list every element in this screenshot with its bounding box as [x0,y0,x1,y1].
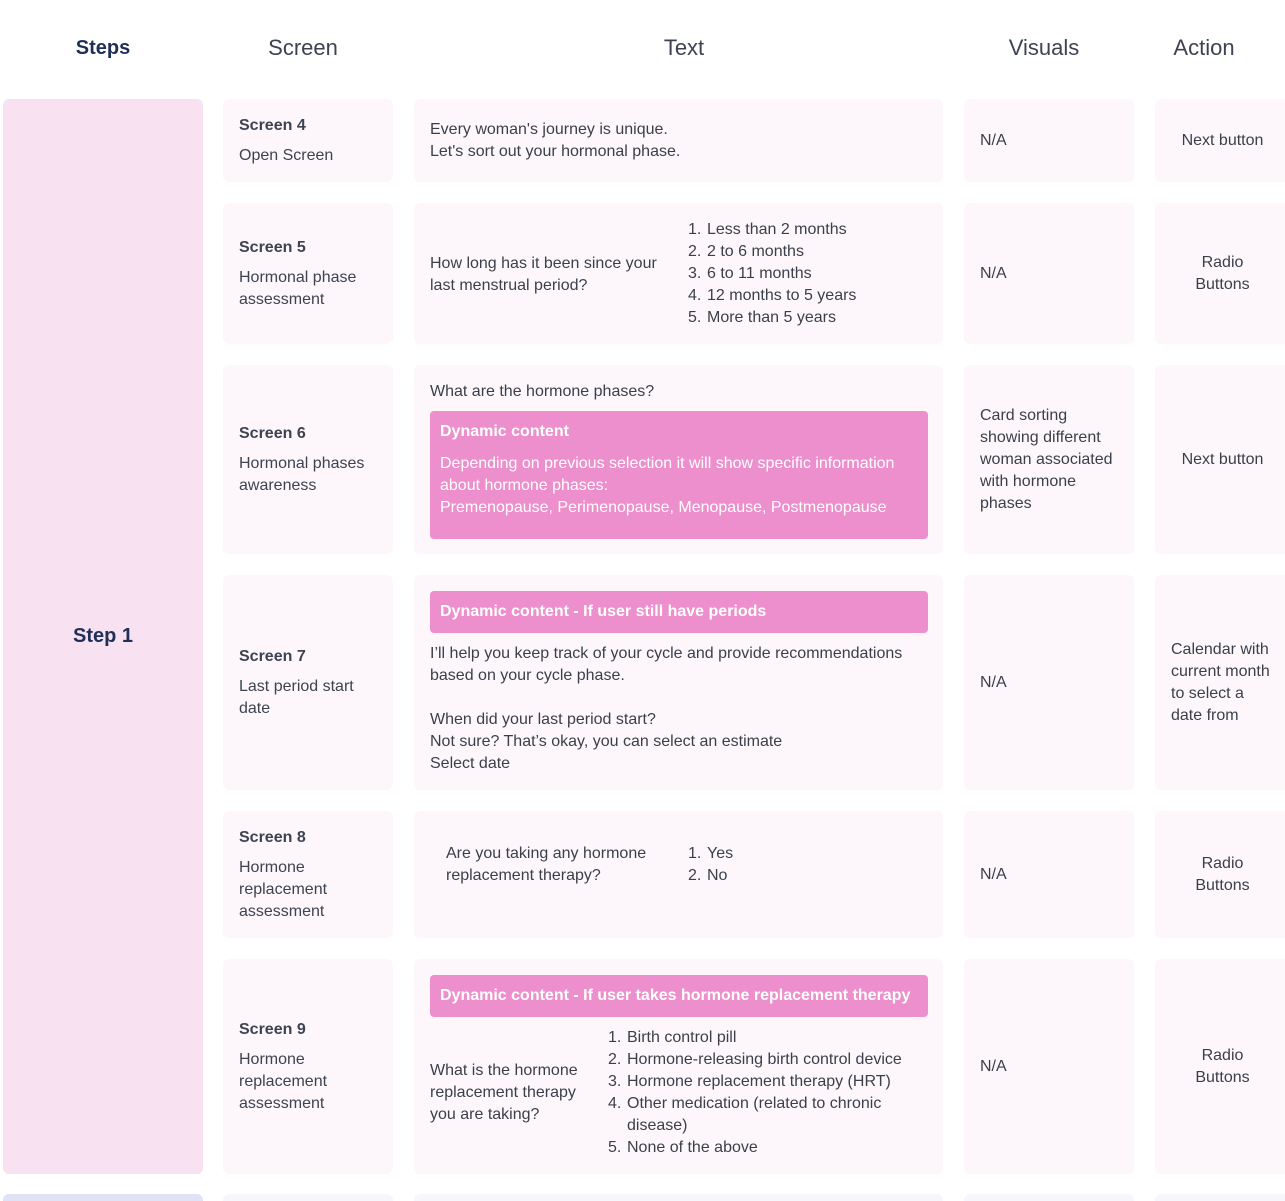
row-3-screen-cell: Screen 6 Hormonal phases awareness [223,365,393,554]
row-3-action-cell: Next button [1155,365,1285,554]
row-3-visuals-cell: Card sorting showing different woman ass… [964,365,1134,554]
step-1-cell: Step 1 [3,99,203,1174]
row-1-action-cell: Next button [1155,99,1285,182]
dynamic-content-box: Dynamic content - If user takes hormone … [430,975,928,1017]
screen-title: Screen 5 [239,238,306,256]
screen-name: Last period start date [239,677,354,717]
text-paragraph: I’ll help you keep track of your cycle a… [430,645,903,684]
dynamic-content-box: Dynamic content Depending on previous se… [430,411,928,539]
question-text: What are the hormone phases? [430,383,655,400]
dynamic-content-box: Dynamic content - If user still have per… [430,591,928,633]
text-line: Not sure? That’s okay, you can select an… [430,733,783,750]
visuals-text: N/A [980,673,1007,691]
option-item: Yes [688,843,734,865]
action-text: Radio Buttons [1195,854,1250,894]
screen-name: Hormone replacement assessment [239,1050,328,1112]
visuals-text: Card sorting showing different woman ass… [980,406,1113,512]
screen-name: Hormonal phase assessment [239,268,357,308]
screen-name: Open Screen [239,146,334,164]
screen-title: Screen 9 [239,1020,306,1038]
question-text: How long has it been since your last men… [430,255,657,294]
row-2-visuals-cell: N/A [964,203,1134,344]
screen-name: Hormone replacement assessment [239,858,328,920]
row-3-text-cell: What are the hormone phases? Dynamic con… [414,365,943,554]
header-steps: Steps [75,37,131,59]
option-item: 12 months to 5 years [688,285,857,307]
row-6-screen-cell: Screen 9 Hormone replacement assessment [223,959,393,1174]
row-2-action-cell: Radio Buttons [1155,203,1285,344]
option-item: Birth control pill [608,1027,737,1049]
row-7-text-cell [414,1194,943,1201]
row-4-text-cell: Dynamic content - If user still have per… [414,575,943,790]
row-2-text-cell: How long has it been since your last men… [414,203,943,344]
row-7-screen-cell [223,1194,393,1201]
dynamic-content-title: Dynamic content - If user takes hormone … [440,987,911,1004]
row-6-action-cell: Radio Buttons [1155,959,1285,1174]
option-item: No [688,865,728,887]
row-7-action-cell [1155,1194,1285,1201]
dynamic-content-title: Dynamic content - If user still have per… [440,603,767,620]
question-text: What is the hormone replacement therapy … [430,1062,578,1123]
row-5-action-cell: Radio Buttons [1155,811,1285,938]
action-text: Radio Buttons [1195,253,1250,293]
screen-title: Screen 6 [239,424,306,442]
action-text: Radio Buttons [1195,1046,1250,1086]
row-6-text-cell: Dynamic content - If user takes hormone … [414,959,943,1174]
text-line: Let's sort out your hormonal phase. [430,143,681,160]
visuals-text: N/A [980,865,1007,883]
header-action: Action [1173,35,1235,60]
option-item: 2 to 6 months [688,241,804,263]
question-text: Are you taking any hormone replacement t… [446,845,647,884]
visuals-text: N/A [980,131,1007,149]
option-item: Hormone-releasing birth control device [608,1049,902,1071]
row-5-visuals-cell: N/A [964,811,1134,938]
row-5-screen-cell: Screen 8 Hormone replacement assessment [223,811,393,938]
options-list: Less than 2 months 2 to 6 months 6 to 11… [688,219,928,329]
row-1-screen-cell: Screen 4 Open Screen [223,99,393,182]
option-item: 6 to 11 months [688,263,812,285]
row-4-visuals-cell: N/A [964,575,1134,790]
row-1-text-cell: Every woman's journey is unique. Let's s… [414,99,943,182]
step-1-label: Step 1 [72,625,134,647]
option-item: Hormone replacement therapy (HRT) [608,1071,891,1093]
text-line: When did your last period start? [430,711,656,728]
header-screen: Screen [268,35,338,60]
screen-name: Hormonal phases awareness [239,454,365,494]
row-6-visuals-cell: N/A [964,959,1134,1174]
visuals-text: N/A [980,1057,1007,1075]
row-7-visuals-cell [964,1194,1134,1201]
text-line: Every woman's journey is unique. [430,121,668,138]
screen-title: Screen 7 [239,647,306,665]
dynamic-content-body: Depending on previous selection it will … [440,455,895,494]
options-list: Birth control pill Hormone-releasing bir… [608,1027,928,1159]
options-list: Yes No [688,843,888,887]
next-step-cell [3,1194,203,1201]
row-5-text-cell: Are you taking any hormone replacement t… [414,811,943,938]
action-text: Calendar with current month to select a … [1171,640,1270,724]
text-line: Select date [430,755,511,772]
visuals-text: N/A [980,264,1007,282]
dynamic-content-list: Premenopause, Perimenopause, Menopause, … [440,499,887,516]
row-2-screen-cell: Screen 5 Hormonal phase assessment [223,203,393,344]
action-text: Next button [1181,450,1264,468]
row-4-screen-cell: Screen 7 Last period start date [223,575,393,790]
option-item: Less than 2 months [688,219,847,241]
action-text: Next button [1181,131,1264,149]
screen-title: Screen 8 [239,828,306,846]
header-visuals: Visuals [1008,35,1080,60]
header-text: Text [663,35,705,60]
option-item: More than 5 years [688,307,836,329]
row-1-visuals-cell: N/A [964,99,1134,182]
dynamic-content-title: Dynamic content [440,423,569,440]
option-item: None of the above [608,1137,758,1159]
option-item: Other medication (related to chronic dis… [608,1093,882,1134]
row-4-action-cell: Calendar with current month to select a … [1155,575,1285,790]
screen-title: Screen 4 [239,116,306,134]
